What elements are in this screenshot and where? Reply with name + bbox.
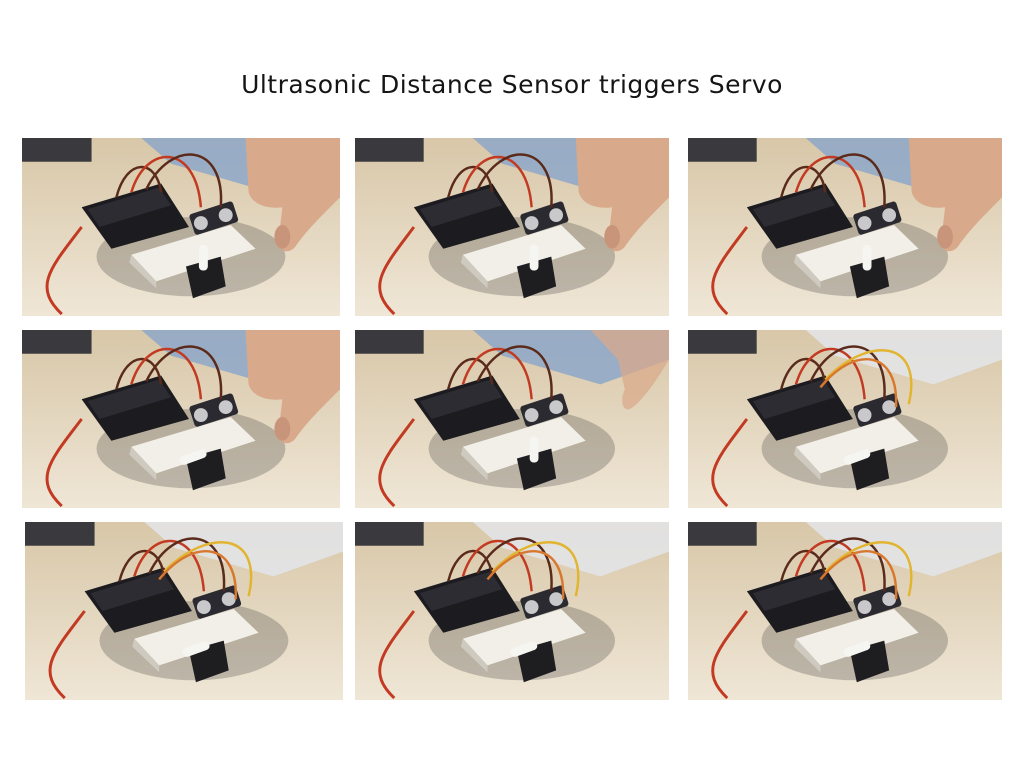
photo-frame-5 — [355, 330, 669, 508]
page-title: Ultrasonic Distance Sensor triggers Serv… — [241, 70, 783, 99]
photo-frame-3 — [688, 138, 1002, 316]
photo-frame-7 — [25, 522, 343, 700]
photo-frame-8 — [355, 522, 669, 700]
photo-frame-6 — [688, 330, 1002, 508]
photo-frame-9 — [688, 522, 1002, 700]
photo-frame-1 — [22, 138, 340, 316]
photo-frame-2 — [355, 138, 669, 316]
photo-frame-4 — [22, 330, 340, 508]
